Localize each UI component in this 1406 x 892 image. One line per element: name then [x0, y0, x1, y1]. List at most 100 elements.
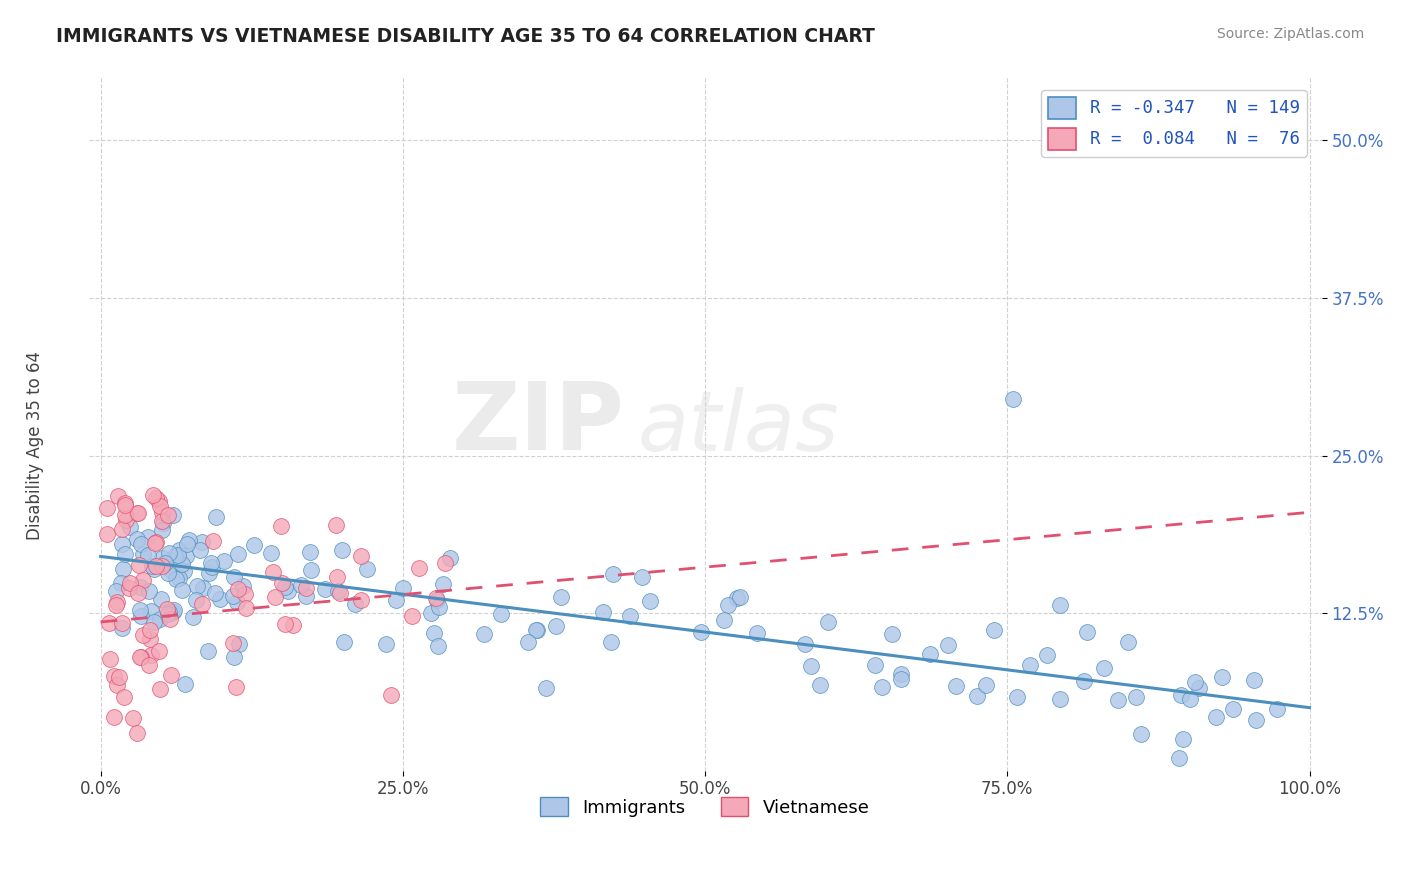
- Point: [423, 625, 446, 640]
- Point: [156, 602, 179, 616]
- Point: [128, 558, 150, 573]
- Point: [169, 542, 191, 557]
- Point: [1222, 701, 1244, 715]
- Point: [129, 580, 152, 594]
- Point: [420, 606, 443, 620]
- Point: [232, 579, 254, 593]
- Point: [332, 543, 354, 558]
- Point: [725, 591, 748, 606]
- Point: [114, 547, 136, 561]
- Point: [295, 581, 318, 595]
- Point: [98, 652, 121, 666]
- Point: [401, 608, 423, 623]
- Point: [717, 598, 740, 612]
- Point: [380, 688, 402, 702]
- Point: [325, 569, 347, 583]
- Point: [945, 679, 967, 693]
- Point: [1007, 690, 1029, 704]
- Point: [602, 566, 624, 581]
- Point: [105, 595, 128, 609]
- Point: [107, 489, 129, 503]
- Point: [1205, 710, 1227, 724]
- Point: [127, 586, 149, 600]
- Point: [1243, 673, 1265, 687]
- Point: [343, 597, 366, 611]
- Point: [222, 570, 245, 584]
- Point: [125, 532, 148, 546]
- Point: [150, 550, 173, 565]
- Point: [277, 584, 299, 599]
- Point: [243, 538, 266, 552]
- Point: [592, 605, 614, 619]
- Point: [225, 595, 247, 609]
- Point: [295, 589, 318, 603]
- Point: [149, 681, 172, 696]
- Point: [281, 617, 304, 632]
- Point: [264, 591, 287, 605]
- Point: [122, 711, 145, 725]
- Point: [186, 579, 208, 593]
- Text: Source: ZipAtlas.com: Source: ZipAtlas.com: [1216, 27, 1364, 41]
- Point: [433, 556, 456, 570]
- Point: [794, 637, 817, 651]
- Point: [408, 561, 430, 575]
- Point: [385, 593, 408, 607]
- Point: [1019, 658, 1042, 673]
- Point: [197, 644, 219, 658]
- Point: [163, 603, 186, 617]
- Point: [160, 563, 183, 577]
- Point: [176, 537, 198, 551]
- Point: [96, 500, 118, 515]
- Point: [890, 673, 912, 687]
- Point: [159, 612, 181, 626]
- Point: [882, 626, 904, 640]
- Text: atlas: atlas: [637, 387, 839, 468]
- Point: [619, 609, 641, 624]
- Point: [152, 516, 174, 530]
- Point: [191, 581, 214, 595]
- Point: [141, 648, 163, 662]
- Point: [890, 667, 912, 681]
- Point: [1211, 670, 1233, 684]
- Point: [129, 603, 152, 617]
- Point: [143, 615, 166, 629]
- Point: [114, 496, 136, 510]
- Point: [1049, 692, 1071, 706]
- Point: [526, 623, 548, 637]
- Point: [139, 632, 162, 646]
- Point: [349, 549, 371, 564]
- Point: [150, 523, 173, 537]
- Point: [208, 592, 231, 607]
- Point: [1171, 732, 1194, 747]
- Point: [157, 508, 180, 522]
- Text: Disability Age 35 to 64: Disability Age 35 to 64: [27, 351, 44, 541]
- Point: [110, 576, 132, 591]
- Point: [191, 597, 214, 611]
- Point: [118, 581, 141, 595]
- Point: [129, 609, 152, 624]
- Point: [141, 558, 163, 573]
- Point: [167, 571, 190, 585]
- Point: [392, 581, 415, 595]
- Point: [225, 680, 247, 694]
- Point: [325, 517, 347, 532]
- Point: [129, 649, 152, 664]
- Point: [274, 580, 297, 594]
- Point: [111, 537, 134, 551]
- Point: [747, 626, 769, 640]
- Point: [138, 584, 160, 599]
- Point: [156, 566, 179, 581]
- Point: [1188, 681, 1211, 695]
- Text: IMMIGRANTS VS VIETNAMESE DISABILITY AGE 35 TO 64 CORRELATION CHART: IMMIGRANTS VS VIETNAMESE DISABILITY AGE …: [56, 27, 875, 45]
- Point: [172, 582, 194, 597]
- Point: [172, 557, 194, 571]
- Point: [150, 591, 173, 606]
- Point: [274, 617, 297, 632]
- Point: [1036, 648, 1059, 662]
- Point: [524, 623, 547, 637]
- Point: [599, 634, 621, 648]
- Point: [114, 508, 136, 522]
- Point: [138, 549, 160, 563]
- Point: [235, 600, 257, 615]
- Point: [1002, 392, 1025, 406]
